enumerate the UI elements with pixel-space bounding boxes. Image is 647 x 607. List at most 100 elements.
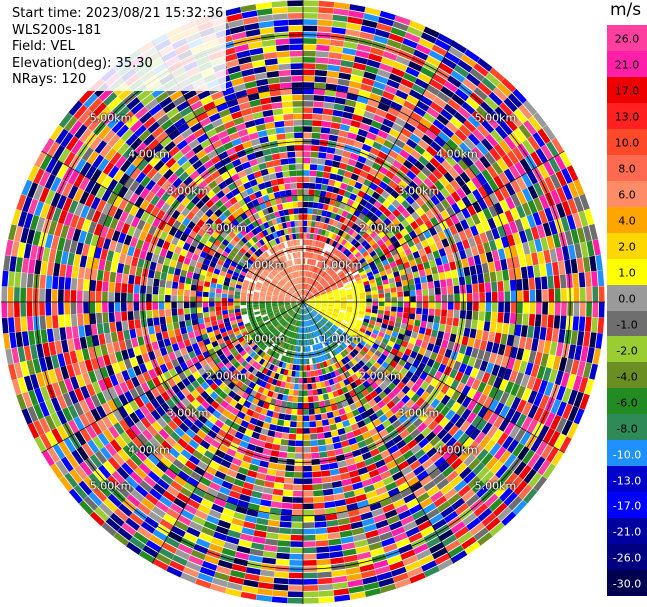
- velocity-gate: [322, 374, 329, 381]
- velocity-gate: [190, 296, 196, 302]
- velocity-gate: [265, 122, 276, 130]
- velocity-gate: [545, 327, 553, 342]
- velocity-gate: [297, 189, 303, 195]
- velocity-gate: [274, 431, 283, 439]
- velocity-gate: [329, 423, 338, 431]
- velocity-gate: [312, 208, 318, 215]
- velocity-gate: [288, 363, 294, 370]
- velocity-gate: [265, 64, 279, 72]
- velocity-gate: [228, 305, 234, 310]
- velocity-gate: [317, 329, 322, 336]
- velocity-gate: [449, 368, 458, 379]
- velocity-gate: [310, 433, 318, 440]
- velocity-gate: [280, 515, 292, 522]
- velocity-gate: [110, 331, 118, 343]
- velocity-gate: [177, 302, 184, 309]
- velocity-gate: [334, 594, 351, 602]
- velocity-gate: [327, 64, 341, 72]
- velocity-gate: [51, 289, 58, 302]
- velocity-gate: [468, 458, 481, 471]
- velocity-gate: [26, 273, 34, 288]
- velocity-gate: [281, 362, 287, 369]
- velocity-gate: [95, 291, 102, 302]
- velocity-gate: [362, 575, 378, 585]
- velocity-gate: [442, 449, 454, 461]
- velocity-gate: [293, 332, 297, 339]
- velocity-gate: [387, 391, 397, 400]
- velocity-gate: [543, 427, 555, 444]
- velocity-gate: [303, 522, 315, 529]
- velocity-gate: [295, 371, 300, 377]
- velocity-gate: [318, 321, 323, 328]
- velocity-gate: [320, 327, 325, 334]
- velocity-gate: [229, 523, 243, 533]
- velocity-gate: [330, 316, 337, 321]
- velocity-gate: [303, 578, 318, 585]
- velocity-gate: [287, 151, 296, 158]
- velocity-gate: [339, 311, 346, 316]
- velocity-gate: [268, 173, 277, 181]
- velocity-gate: [376, 571, 393, 582]
- velocity-gate: [340, 414, 348, 422]
- velocity-gate: [324, 507, 337, 515]
- velocity-gate: [330, 474, 341, 482]
- velocity-gate: [426, 536, 442, 549]
- velocity-gate: [190, 313, 197, 320]
- velocity-gate: [394, 578, 412, 589]
- velocity-gate: [388, 320, 395, 327]
- velocity-gate: [243, 579, 259, 588]
- velocity-gate: [282, 490, 294, 497]
- velocity-gate: [290, 57, 303, 63]
- velocity-gate: [303, 44, 317, 51]
- velocity-gate: [371, 508, 384, 517]
- velocity-gate: [328, 319, 335, 324]
- velocity-gate: [493, 376, 503, 389]
- velocity-gate: [276, 552, 290, 560]
- velocity-gate: [204, 316, 211, 323]
- velocity-gate: [537, 459, 551, 476]
- velocity-gate: [298, 220, 303, 227]
- velocity-gate: [392, 419, 402, 429]
- velocity-gate: [251, 542, 265, 551]
- velocity-gate: [540, 443, 554, 460]
- velocity-gate: [271, 444, 281, 451]
- velocity-gate: [298, 327, 301, 333]
- velocity-gate: [491, 311, 498, 323]
- velocity-gate: [332, 20, 347, 29]
- velocity-gate: [418, 437, 429, 449]
- velocity-gate: [285, 189, 292, 196]
- velocity-gate: [459, 466, 472, 480]
- velocity-gate: [273, 114, 284, 122]
- velocity-gate: [551, 450, 565, 466]
- velocity-gate: [440, 483, 454, 495]
- velocity-gate: [579, 302, 586, 317]
- velocity-gate: [210, 315, 217, 322]
- velocity-gate: [290, 534, 303, 541]
- velocity-gate: [295, 227, 300, 233]
- velocity-gate: [215, 297, 221, 302]
- velocity-gate: [295, 326, 298, 333]
- velocity-gate: [290, 63, 303, 70]
- velocity-gate: [316, 546, 330, 553]
- velocity-gate: [306, 314, 309, 320]
- velocity-gate: [328, 304, 334, 307]
- velocity-gate: [286, 196, 293, 203]
- velocity-gate: [432, 344, 441, 354]
- velocity-gate: [328, 52, 343, 60]
- velocity-gate: [394, 409, 404, 419]
- velocity-gate: [267, 430, 276, 437]
- velocity-gate: [504, 345, 512, 358]
- velocity-gate: [337, 168, 346, 176]
- velocity-gate: [209, 292, 215, 298]
- velocity-gate: [303, 151, 311, 158]
- velocity-gate: [61, 251, 69, 265]
- velocity-gate: [262, 148, 272, 156]
- velocity-gate: [234, 298, 240, 302]
- velocity-gate: [202, 291, 209, 297]
- velocity-gate: [178, 314, 185, 322]
- velocity-gate: [416, 307, 422, 315]
- velocity-gate: [131, 337, 139, 348]
- velocity-gate: [363, 402, 372, 411]
- velocity-gate: [299, 308, 302, 314]
- velocity-gate: [202, 307, 209, 313]
